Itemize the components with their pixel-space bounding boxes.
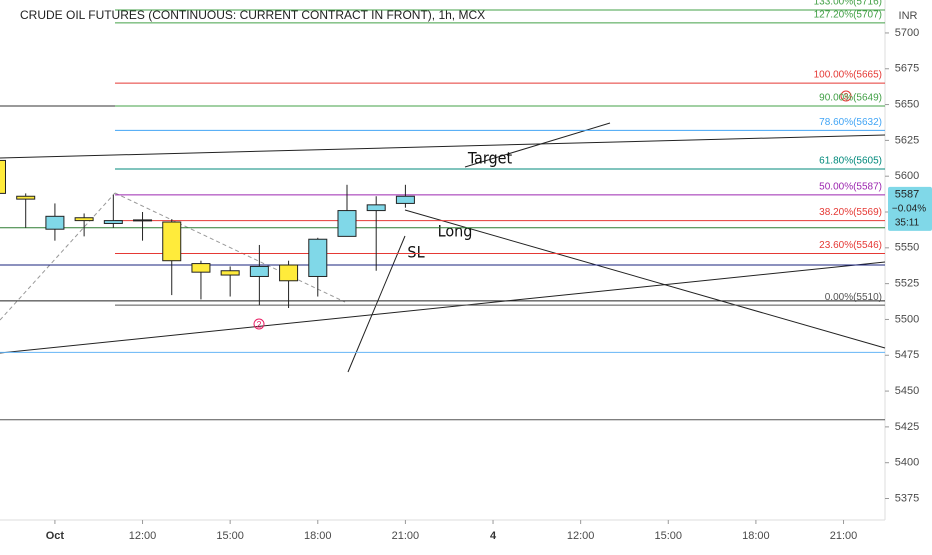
candle-body bbox=[74, 217, 94, 222]
price-badge-price: 5587 bbox=[895, 189, 919, 201]
annotation: Long bbox=[438, 222, 473, 241]
sl-arrow bbox=[347, 235, 406, 373]
candle-body bbox=[162, 221, 182, 262]
fib-trend bbox=[114, 192, 346, 303]
marker-circle bbox=[253, 318, 265, 330]
candle-body bbox=[279, 264, 299, 282]
candle-body bbox=[366, 204, 386, 212]
candle-body bbox=[337, 210, 357, 237]
x-tick-label: 15:00 bbox=[216, 530, 244, 542]
x-tick-label: 18:00 bbox=[304, 530, 332, 542]
candle-body bbox=[191, 263, 211, 273]
y-tick-label: 5625 bbox=[895, 134, 919, 146]
y-tick-label: 5650 bbox=[895, 98, 919, 110]
y-tick-label: 5525 bbox=[895, 278, 919, 290]
candle-body bbox=[249, 265, 269, 277]
marker-circle bbox=[840, 90, 852, 102]
price-badge-change: −0.04% bbox=[892, 203, 926, 214]
y-tick-label: 5425 bbox=[895, 421, 919, 433]
candle-body bbox=[0, 159, 6, 194]
x-tick-label: 21:00 bbox=[830, 530, 858, 542]
trendline bbox=[0, 134, 886, 159]
trendline bbox=[404, 209, 886, 349]
fib-label: 127.20%(5707) bbox=[814, 10, 882, 21]
fib-label: 133.00%(5716) bbox=[814, 0, 882, 8]
annotation: Target bbox=[467, 149, 513, 168]
y-tick-label: 5400 bbox=[895, 457, 919, 469]
fib-trend bbox=[0, 192, 116, 321]
currency: INR bbox=[899, 10, 918, 22]
y-tick-label: 5550 bbox=[895, 242, 919, 254]
candle-body bbox=[45, 215, 65, 230]
y-tick-label: 5475 bbox=[895, 349, 919, 361]
y-tick-label: 5375 bbox=[895, 492, 919, 504]
y-tick-label: 5500 bbox=[895, 313, 919, 325]
price-badge-countdown: 35:11 bbox=[895, 217, 920, 228]
x-tick-label: 12:00 bbox=[567, 530, 595, 542]
x-tick-label: 18:00 bbox=[742, 530, 770, 542]
y-tick-label: 5700 bbox=[895, 27, 919, 39]
y-tick-label: 5600 bbox=[895, 170, 919, 182]
annotation: SL bbox=[407, 243, 424, 262]
fib-label: 50.00%(5587) bbox=[819, 181, 882, 192]
candle-body bbox=[16, 195, 36, 200]
x-tick-label: 21:00 bbox=[392, 530, 420, 542]
fib-label: 61.80%(5605) bbox=[819, 156, 882, 167]
candle-body bbox=[103, 220, 123, 224]
marker: 2 bbox=[256, 319, 261, 329]
x-tick-label: 4 bbox=[490, 530, 497, 542]
price-badge bbox=[888, 186, 932, 231]
fib-label: 0.00%(5510) bbox=[825, 292, 882, 303]
candle-body bbox=[395, 195, 415, 204]
fib-label: 78.60%(5632) bbox=[819, 117, 882, 128]
x-tick-label: 15:00 bbox=[655, 530, 683, 542]
y-tick-label: 5675 bbox=[895, 63, 919, 75]
drawings bbox=[0, 122, 886, 373]
candle-body bbox=[133, 219, 153, 222]
chart-title: CRUDE OIL FUTURES (CONTINUOUS: CURRENT C… bbox=[20, 8, 485, 22]
trendline bbox=[0, 261, 886, 354]
fib-label: 23.60%(5546) bbox=[819, 240, 882, 251]
candle-body bbox=[220, 270, 240, 276]
fib-label: 38.20%(5569) bbox=[819, 207, 882, 218]
candle-body bbox=[308, 238, 328, 277]
marker: 3 bbox=[843, 91, 848, 101]
fib-label: 100.00%(5665) bbox=[814, 70, 882, 81]
x-tick-label: Oct bbox=[46, 530, 65, 542]
fib-label: 90.00%(5649) bbox=[819, 93, 882, 104]
y-tick-label: 5450 bbox=[895, 385, 919, 397]
x-tick-label: 12:00 bbox=[129, 530, 157, 542]
